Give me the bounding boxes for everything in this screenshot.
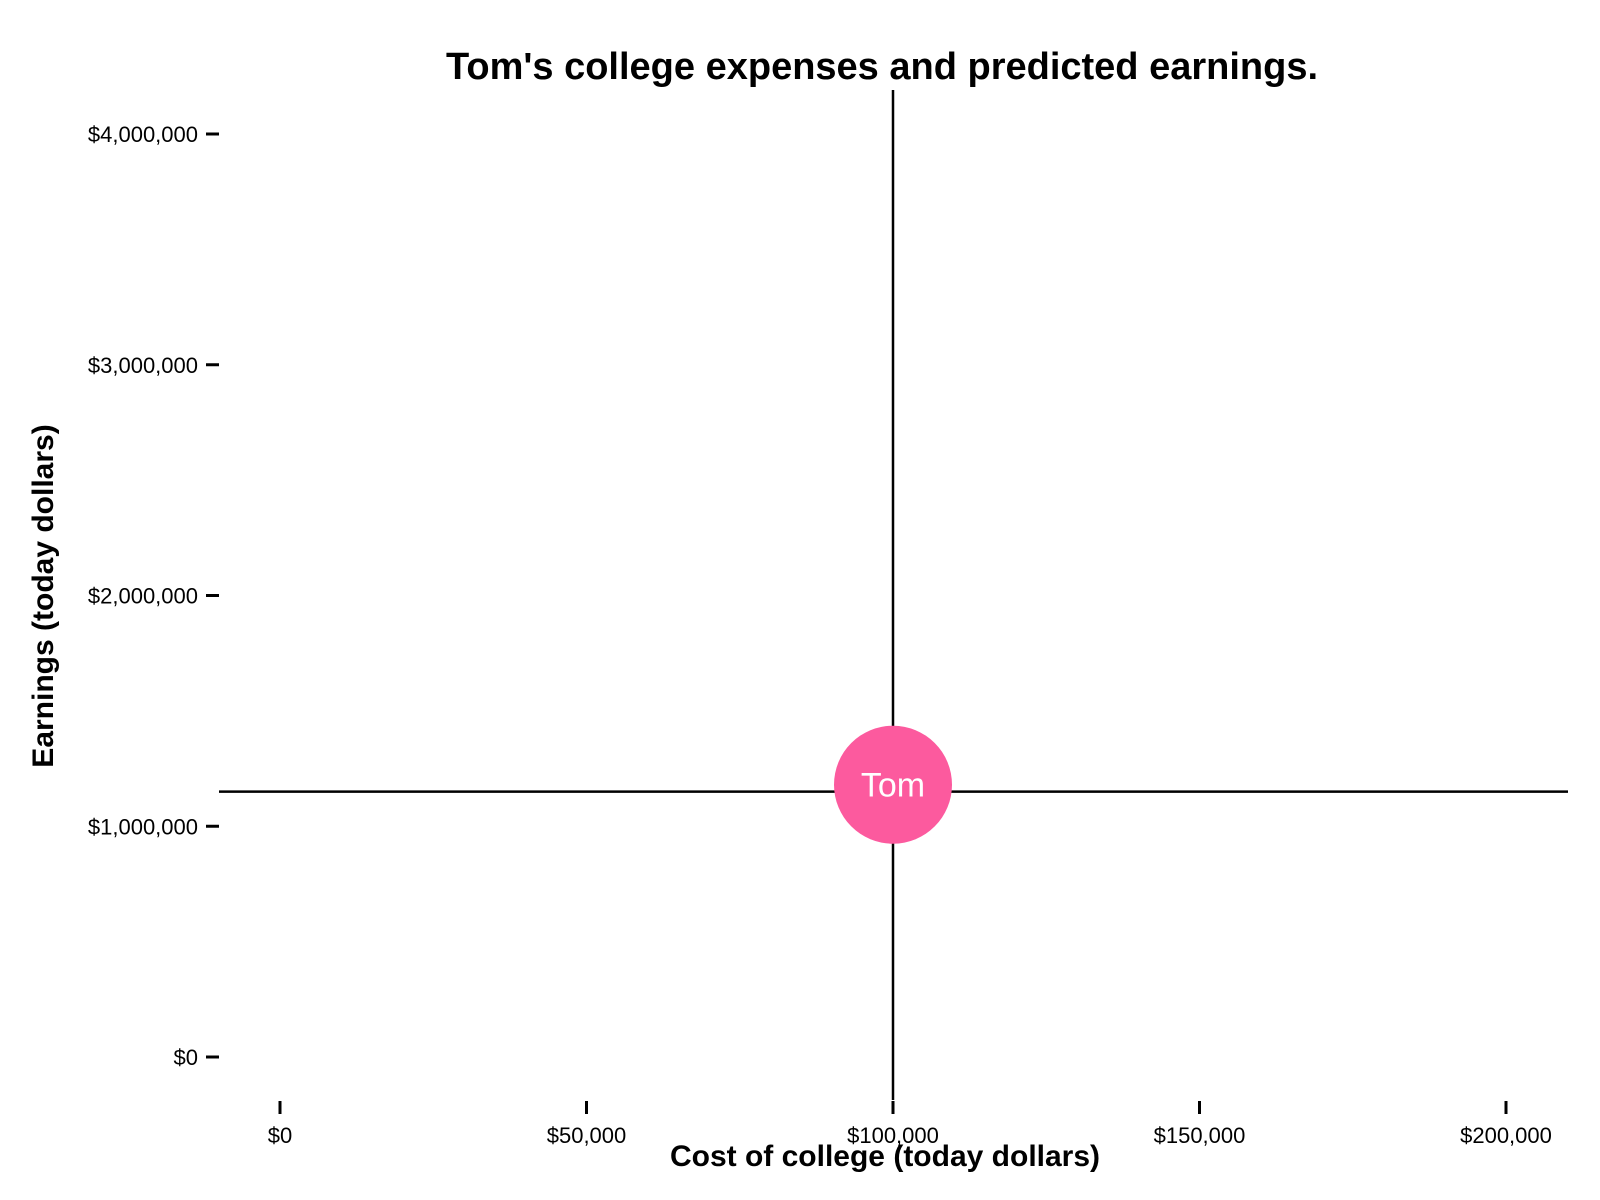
data-point-label: Tom (861, 767, 925, 805)
y-tick-label: $0 (174, 1045, 198, 1070)
y-tick-label: $1,000,000 (88, 814, 198, 839)
reference-lines (219, 90, 1568, 1100)
y-tick-label: $4,000,000 (88, 122, 198, 147)
y-axis: $0 $1,000,000 $2,000,000 $3,000,000 $4,000,0… (88, 122, 219, 1070)
y-tick-label: $2,000,000 (88, 584, 198, 609)
data-point (834, 725, 952, 844)
x-tick-label: $150,000 (1154, 1123, 1246, 1148)
x-tick-label: $50,000 (547, 1123, 627, 1148)
data-points: Tom (834, 725, 952, 844)
x-tick-label: $100,000 (847, 1123, 939, 1148)
x-tick-label: $0 (268, 1123, 292, 1148)
x-axis: $0 $50,000 $100,000 $150,000 $200,000 (268, 1101, 1552, 1148)
y-axis-title: Earnings (today dollars) (27, 424, 60, 767)
x-tick-label: $200,000 (1460, 1123, 1552, 1148)
x-axis-title: Cost of college (today dollars) (670, 1140, 1100, 1173)
chart-title: Tom's college expenses and predicted ear… (446, 46, 1318, 88)
y-tick-label: $3,000,000 (88, 353, 198, 378)
